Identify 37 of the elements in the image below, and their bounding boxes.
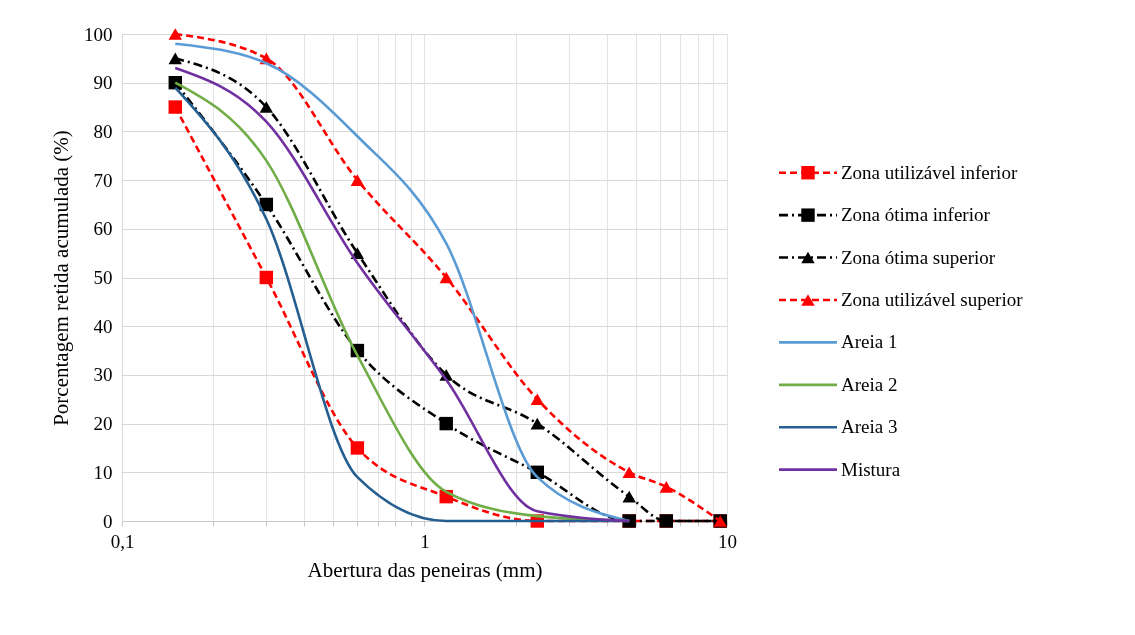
legend-label: Areia 3 [841,416,898,438]
y-tick-label: 0 [103,510,113,532]
y-axis-title: Porcentagem retida acumulada (%) [49,130,73,426]
point [622,466,636,479]
legend-label: Zona utilizável superior [841,288,1024,310]
y-tick-label: 50 [93,267,113,288]
y-tick-label: 80 [93,120,113,142]
x-tick-label: 10 [718,530,737,552]
point [259,101,274,113]
y-tick-label: 60 [93,218,113,240]
legend-label: Mistura [841,458,901,480]
x-tick-label: 1 [420,530,430,552]
y-tick-label: 10 [93,461,113,483]
y-tick-label: 70 [93,169,113,191]
point [439,416,453,431]
x-axis-title: Abertura das peneiras (mm) [307,557,543,582]
y-tick-label: 40 [93,315,113,337]
point [350,174,365,186]
y-tick-label: 20 [93,413,113,435]
legend-label: Zona ótima inferior [841,204,991,226]
point [168,52,182,65]
y-tick-label: 90 [93,72,113,94]
point [530,393,545,406]
point [530,417,545,430]
point [622,490,636,503]
point [168,28,182,40]
legend-label: Zona ótima superior [841,246,996,268]
legend-label: Areia 1 [841,331,898,353]
point [168,100,182,114]
x-tick-label: 0,1 [110,530,135,552]
point [439,271,453,284]
legend-label: Areia 2 [841,373,898,395]
point [259,270,274,285]
point [350,441,365,455]
y-tick-label: 100 [84,23,113,45]
y-tick-label: 30 [93,364,113,386]
legend-label: Zona utilizável inferior [841,161,1018,183]
